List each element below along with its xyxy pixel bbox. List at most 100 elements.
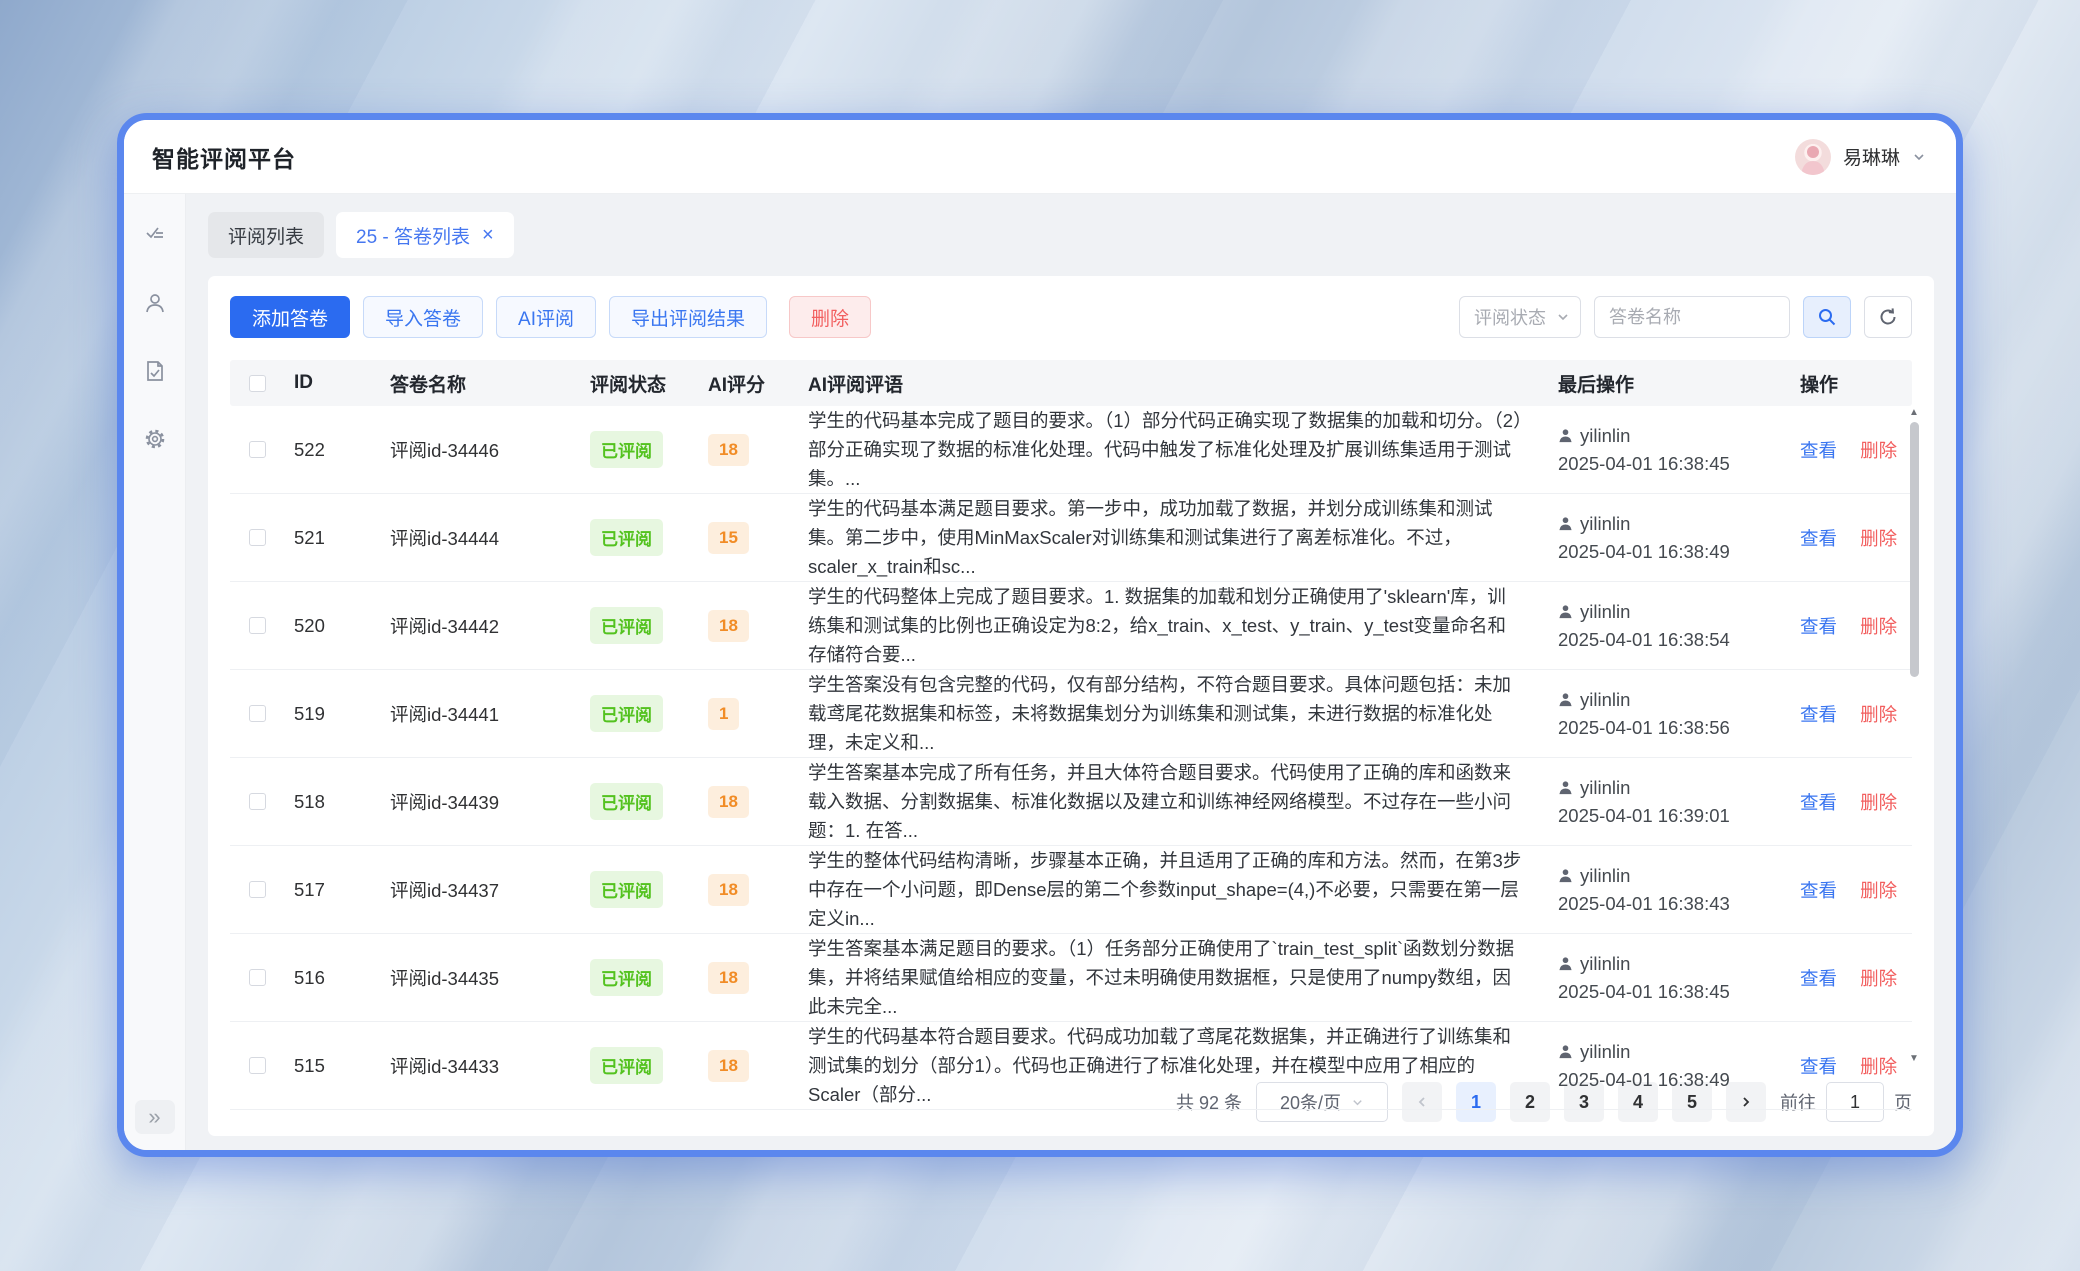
ai-review-button[interactable]: AI评阅 (496, 296, 596, 338)
row-comment: 学生的代码基本完成了题目的要求。（1）部分代码正确实现了数据集的加载和切分。（2… (808, 410, 1523, 489)
status-badge: 已评阅 (590, 695, 663, 732)
sidebar-collapse-button[interactable]: » (134, 1100, 175, 1134)
prev-page-button[interactable] (1402, 1082, 1442, 1122)
view-link[interactable]: 查看 (1800, 439, 1838, 461)
sidebar-item-users[interactable] (136, 284, 174, 322)
pagination: 共 92 条 20条/页 1 2 3 4 5 (230, 1082, 1912, 1122)
row-time: 2025-04-01 16:38:56 (1558, 716, 1730, 738)
page-button-3[interactable]: 3 (1564, 1082, 1604, 1122)
close-icon[interactable]: × (482, 224, 494, 246)
row-operator: yilinlin (1580, 424, 1631, 446)
scrollbar-thumb[interactable] (1909, 422, 1919, 677)
row-name: 评阅id-34444 (390, 527, 500, 549)
search-icon (1819, 309, 1836, 326)
refresh-button[interactable] (1864, 296, 1912, 338)
row-name: 评阅id-34435 (390, 967, 500, 989)
row-time: 2025-04-01 16:38:54 (1558, 628, 1730, 650)
row-operator: yilinlin (1580, 952, 1631, 974)
delete-link[interactable]: 删除 (1860, 615, 1898, 637)
row-checkbox[interactable] (248, 441, 266, 458)
row-checkbox[interactable] (248, 881, 266, 898)
page-button-5[interactable]: 5 (1672, 1082, 1712, 1122)
scroll-up-icon[interactable]: ▲ (1909, 407, 1919, 418)
view-link[interactable]: 查看 (1800, 527, 1838, 549)
row-id: 516 (294, 966, 325, 988)
sidebar-item-review-list[interactable] (136, 216, 174, 254)
status-badge: 已评阅 (590, 519, 663, 556)
delete-link[interactable]: 删除 (1860, 1055, 1898, 1077)
vertical-scrollbar[interactable]: ▲ ▼ (1908, 408, 1920, 1064)
sidebar-item-settings[interactable] (136, 420, 174, 458)
view-link[interactable]: 查看 (1800, 703, 1838, 725)
page-button-4[interactable]: 4 (1618, 1082, 1658, 1122)
row-time: 2025-04-01 16:38:49 (1558, 540, 1730, 562)
main-area: 评阅列表 25 - 答卷列表 × 添加答卷 导入答卷 AI评阅 导出评阅结果 删… (186, 194, 1956, 1150)
review-status-select[interactable]: 评阅状态 (1459, 296, 1581, 338)
col-id: ID (294, 372, 313, 393)
row-id: 520 (294, 614, 325, 636)
delete-link[interactable]: 删除 (1860, 703, 1898, 725)
person-icon (1559, 781, 1572, 795)
row-time: 2025-04-01 16:38:45 (1558, 980, 1730, 1002)
tab-review-list[interactable]: 评阅列表 (208, 212, 325, 258)
delete-link[interactable]: 删除 (1860, 439, 1898, 461)
goto-page-input[interactable] (1826, 1082, 1884, 1122)
view-link[interactable]: 查看 (1800, 615, 1838, 637)
score-badge: 15 (708, 521, 749, 554)
table-row: 522 评阅id-34446 已评阅 18 学生的代码基本完成了题目的要求。（1… (230, 406, 1912, 494)
delete-link[interactable]: 删除 (1860, 879, 1898, 901)
row-checkbox[interactable] (248, 793, 266, 810)
person-icon (1559, 957, 1572, 971)
row-checkbox[interactable] (248, 529, 266, 546)
next-page-button[interactable] (1726, 1082, 1766, 1122)
row-operator: yilinlin (1580, 776, 1631, 798)
chevron-down-icon (1914, 153, 1924, 160)
user-menu[interactable]: 易琳琳 (1794, 138, 1926, 175)
goto-label: 前往 (1780, 1093, 1816, 1113)
row-operator: yilinlin (1580, 1040, 1631, 1062)
score-badge: 18 (708, 873, 749, 906)
row-checkbox[interactable] (248, 1057, 266, 1074)
chevron-down-icon (1353, 1099, 1362, 1105)
score-badge: 1 (708, 697, 740, 730)
row-name: 评阅id-34437 (390, 879, 500, 901)
answer-name-input-wrap (1594, 296, 1790, 338)
filter-group: 评阅状态 (1459, 296, 1912, 338)
row-id: 517 (294, 878, 325, 900)
tab-answer-sheet-list[interactable]: 25 - 答卷列表 × (336, 212, 514, 258)
view-link[interactable]: 查看 (1800, 791, 1838, 813)
answer-name-input[interactable] (1609, 306, 1775, 328)
sidebar-item-documents[interactable] (136, 352, 174, 390)
chevron-left-icon (1418, 1097, 1425, 1107)
col-last-op: 最后操作 (1558, 374, 1635, 396)
import-answer-button[interactable]: 导入答卷 (363, 296, 484, 338)
page-button-1[interactable]: 1 (1456, 1082, 1496, 1122)
view-link[interactable]: 查看 (1800, 967, 1838, 989)
row-operator: yilinlin (1580, 864, 1631, 886)
delete-link[interactable]: 删除 (1860, 527, 1898, 549)
add-answer-button[interactable]: 添加答卷 (230, 296, 351, 338)
row-checkbox[interactable] (248, 705, 266, 722)
view-link[interactable]: 查看 (1800, 879, 1838, 901)
row-operator: yilinlin (1580, 688, 1631, 710)
checklist-icon (145, 227, 163, 239)
view-link[interactable]: 查看 (1800, 1055, 1838, 1077)
row-comment: 学生答案没有包含完整的代码，仅有部分结构，不符合题目要求。具体问题包括：未加载鸢… (808, 674, 1512, 753)
scroll-down-icon[interactable]: ▼ (1909, 1053, 1919, 1064)
tab-bar: 评阅列表 25 - 答卷列表 × (208, 212, 1934, 258)
chevron-right-icon (1743, 1097, 1750, 1107)
row-checkbox[interactable] (248, 617, 266, 634)
export-results-button[interactable]: 导出评阅结果 (608, 296, 767, 338)
table-row: 517 评阅id-34437 已评阅 18 学生的整体代码结构清晰，步骤基本正确… (230, 846, 1912, 934)
delete-link[interactable]: 删除 (1860, 967, 1898, 989)
delete-button[interactable]: 删除 (789, 296, 872, 338)
delete-link[interactable]: 删除 (1860, 791, 1898, 813)
row-checkbox[interactable] (248, 969, 266, 986)
row-name: 评阅id-34433 (390, 1055, 500, 1077)
page-size-select[interactable]: 20条/页 (1256, 1082, 1388, 1122)
select-all-checkbox[interactable] (248, 374, 266, 392)
search-button[interactable] (1803, 296, 1851, 338)
sidebar: » (124, 194, 186, 1150)
page-button-2[interactable]: 2 (1510, 1082, 1550, 1122)
